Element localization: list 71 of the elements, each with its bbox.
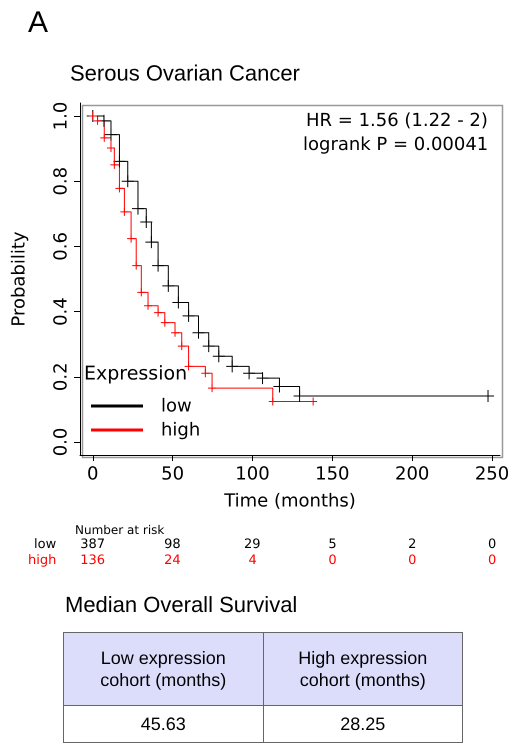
point	[154, 308, 163, 318]
annotation: HR = 1.56 (1.22 - 2)	[306, 110, 488, 131]
text: 24	[164, 553, 181, 568]
text: Low expression cohort (months)	[64, 632, 263, 706]
text: 28.25	[263, 706, 462, 742]
legend-label: high	[161, 420, 200, 440]
point	[202, 340, 216, 353]
annotation: logrank P = 0.00041	[303, 134, 488, 155]
text: 5	[328, 537, 337, 552]
point	[110, 160, 119, 170]
y-axis-title: Probability	[8, 231, 30, 327]
point	[170, 328, 180, 338]
point	[104, 128, 118, 142]
text: 0	[328, 553, 337, 568]
text: A	[28, 6, 48, 40]
point	[226, 360, 239, 373]
point	[256, 372, 270, 385]
point	[140, 215, 153, 228]
point	[200, 368, 210, 378]
x-tick-label: 250	[474, 464, 510, 484]
text: 387	[80, 537, 106, 552]
point	[114, 184, 124, 193]
y-tick-label: 1.0	[50, 102, 72, 130]
point	[208, 384, 217, 393]
point	[112, 154, 126, 168]
x-tick-label: 100	[235, 464, 270, 484]
x-axis-title: Time (months)	[223, 490, 356, 512]
text: 29	[244, 537, 261, 552]
x-tick-label: 0	[87, 464, 98, 484]
point	[144, 236, 158, 249]
point	[160, 318, 170, 328]
point	[212, 350, 226, 363]
point	[184, 362, 194, 371]
text: Number at risk	[75, 523, 164, 537]
y-tick-label: 0.2	[50, 362, 72, 392]
y-tick-label: 0.6	[50, 232, 72, 261]
point	[106, 143, 116, 152]
x-tick-label: 150	[315, 464, 350, 484]
point	[126, 234, 136, 244]
x-tick-label: 50	[161, 464, 184, 484]
text: high	[28, 553, 56, 568]
chart-title: Serous Ovarian Cancer	[70, 60, 300, 86]
text: 136	[80, 553, 106, 568]
text: 4	[248, 553, 257, 568]
point	[152, 259, 165, 272]
y-tick-label: 0.8	[50, 166, 72, 196]
point	[131, 202, 144, 216]
text: 98	[164, 537, 181, 552]
legend-title: Expression	[84, 362, 188, 384]
text: Median Overall Survival	[65, 592, 298, 618]
x-tick-label: 200	[394, 464, 430, 484]
text: 0	[408, 553, 416, 568]
text: low	[34, 537, 56, 552]
point	[100, 133, 109, 142]
point	[121, 174, 134, 188]
point	[182, 309, 196, 322]
point	[132, 261, 141, 270]
y-tick-label: 0.0	[50, 428, 72, 456]
point	[136, 288, 146, 297]
text: 2	[408, 537, 416, 552]
point	[177, 342, 186, 351]
legend-label: low	[161, 396, 192, 416]
point	[242, 366, 256, 380]
text: 45.63	[64, 706, 263, 742]
point	[162, 279, 175, 292]
text: 0	[488, 553, 496, 568]
text: High expression cohort (months)	[263, 632, 462, 706]
text: 0	[488, 537, 496, 552]
point	[120, 207, 129, 216]
point	[144, 301, 153, 310]
y-tick-label: 0.4	[50, 297, 72, 326]
